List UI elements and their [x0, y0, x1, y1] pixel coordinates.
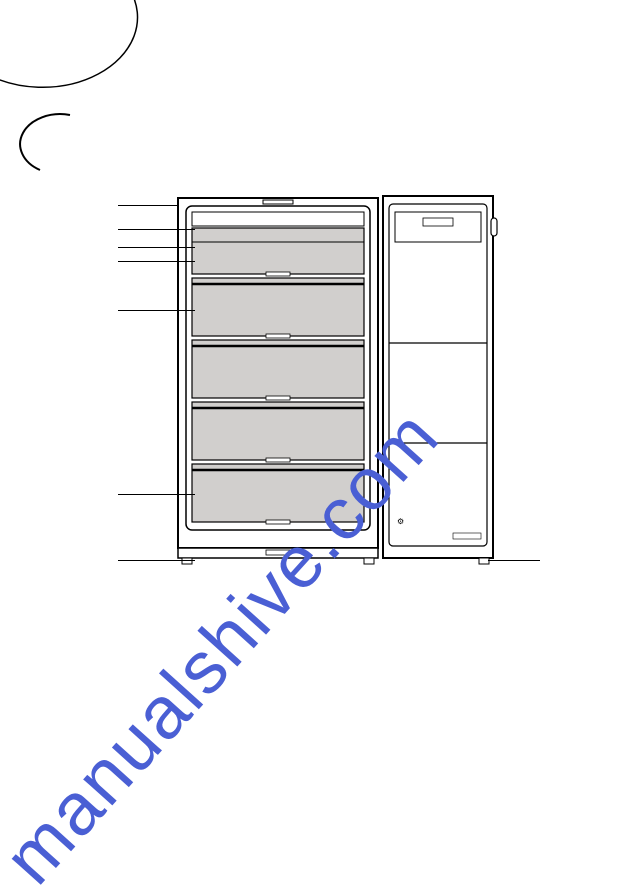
leader-2: [118, 229, 195, 230]
leader-8: [488, 560, 540, 561]
leader-4: [118, 261, 195, 262]
leader-7: [118, 560, 195, 561]
leader-6: [118, 494, 195, 495]
leader-5: [118, 310, 195, 311]
leader-3: [118, 247, 195, 248]
corner-arcs: [0, 0, 200, 200]
freezer-diagram: ⚙: [178, 198, 518, 578]
svg-text:⚙: ⚙: [397, 517, 404, 526]
leader-1: [118, 205, 178, 206]
page: ⚙ manualshive.com: [0, 0, 629, 893]
